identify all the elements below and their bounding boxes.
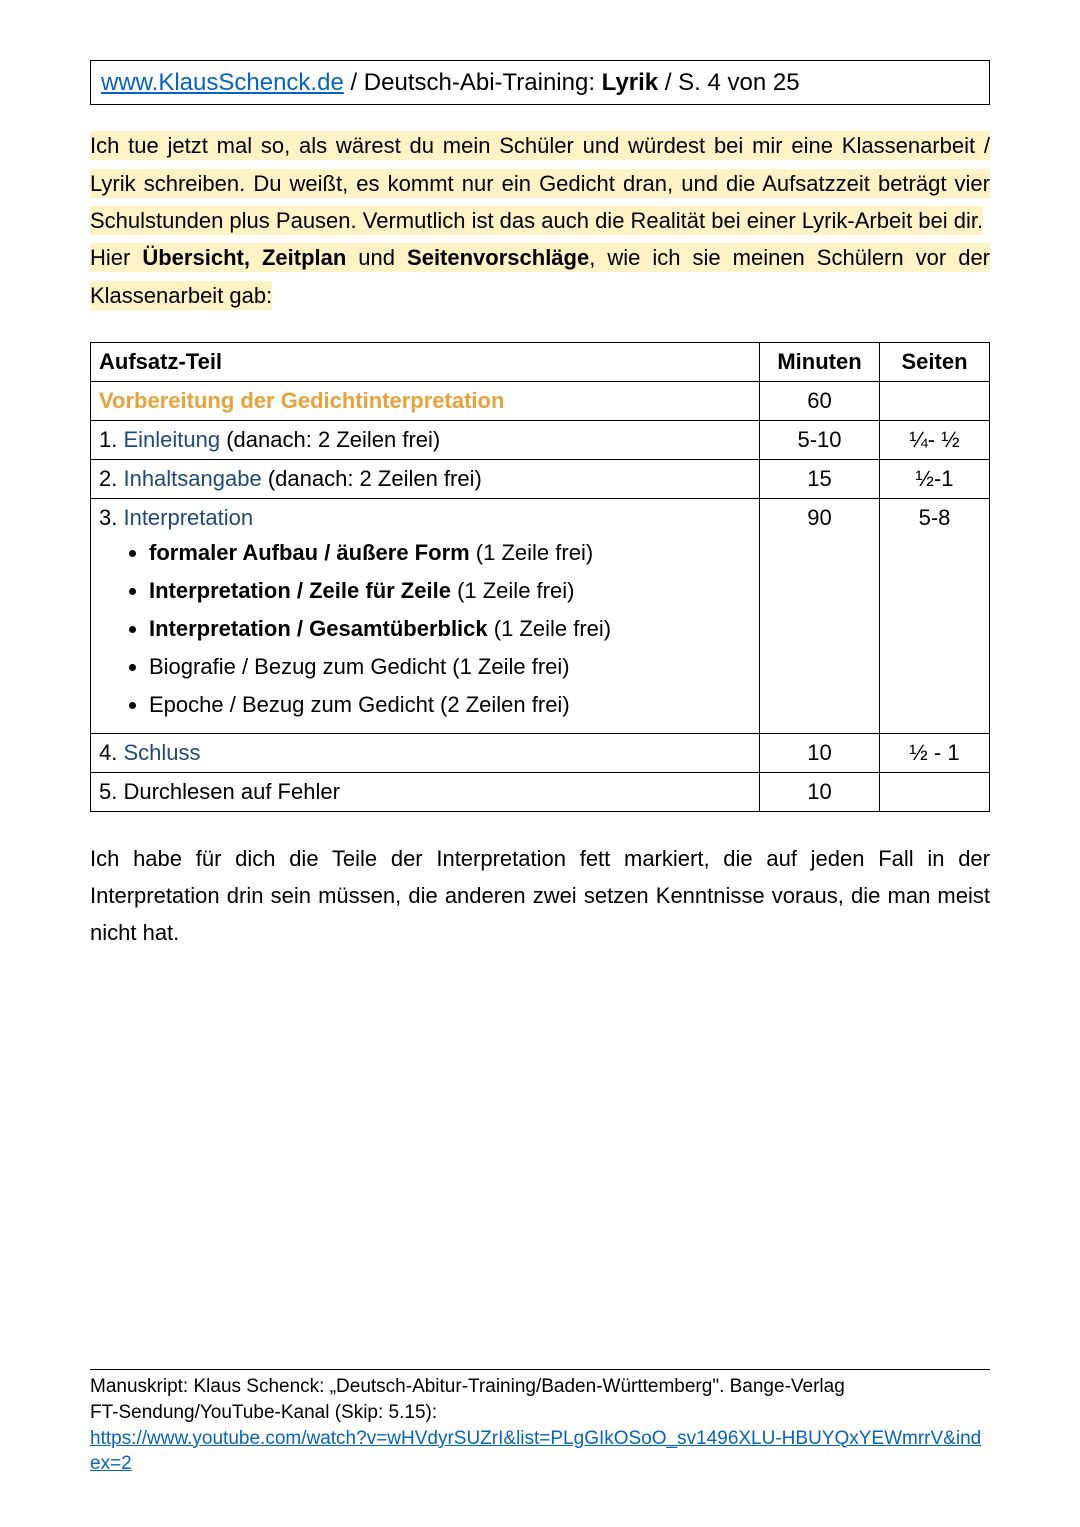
row2-pages: ½-1 (880, 460, 990, 499)
intro-mid: und (346, 245, 407, 270)
row5-pages (880, 772, 990, 811)
bullet-plain: Epoche / Bezug zum Gedicht (2 Zeilen fre… (149, 692, 570, 717)
row1-num: 1. (99, 427, 123, 452)
row1-pages: ¼- ½ (880, 421, 990, 460)
row4-num: 4. (99, 740, 123, 765)
row1-label: Einleitung (123, 427, 220, 452)
row3-min: 90 (760, 499, 880, 733)
list-item: Interpretation / Zeile für Zeile (1 Zeil… (149, 575, 751, 607)
bullet-plain: Biografie / Bezug zum Gedicht (1 Zeile f… (149, 654, 570, 679)
row4-label: Schluss (123, 740, 200, 765)
youtube-link[interactable]: https://www.youtube.com/watch?v=wHVdyrSU… (90, 1428, 981, 1475)
time-plan-table: Aufsatz-Teil Minuten Seiten Vorbereitung… (90, 342, 990, 811)
intro-bold-2: Seitenvorschläge (407, 245, 589, 270)
bullet-paren: (1 Zeile frei) (451, 578, 574, 603)
list-item: Epoche / Bezug zum Gedicht (2 Zeilen fre… (149, 689, 751, 721)
row1-min: 5-10 (760, 421, 880, 460)
table-row: 1. Einleitung (danach: 2 Zeilen frei) 5-… (91, 421, 990, 460)
list-item: Interpretation / Gesamtüberblick (1 Zeil… (149, 613, 751, 645)
after-table-paragraph: Ich habe für dich die Teile der Interpre… (90, 840, 990, 952)
table-row: 4. Schluss 10 ½ - 1 (91, 733, 990, 772)
row2-paren: (danach: 2 Zeilen frei) (262, 466, 482, 491)
row5-label: 5. Durchlesen auf Fehler (91, 772, 760, 811)
intro-paragraph: Ich tue jetzt mal so, als wärest du mein… (90, 127, 990, 314)
bullet-bold: Interpretation / Zeile für Zeile (149, 578, 451, 603)
row3-label: Interpretation (123, 505, 253, 530)
table-row: 2. Inhaltsangabe (danach: 2 Zeilen frei)… (91, 460, 990, 499)
row2-num: 2. (99, 466, 123, 491)
row1-paren: (danach: 2 Zeilen frei) (220, 427, 440, 452)
page-footer: Manuskript: Klaus Schenck: „Deutsch-Abit… (90, 1369, 990, 1477)
row2-label: Inhaltsangabe (123, 466, 261, 491)
header-text-1: / Deutsch-Abi-Training: (344, 69, 602, 96)
header-text-2: / S. 4 von 25 (658, 69, 799, 96)
intro-pre: Hier (90, 245, 142, 270)
intro-bold-1: Übersicht, Zeitplan (142, 245, 346, 270)
table-row: Vorbereitung der Gedichtinterpretation 6… (91, 382, 990, 421)
header-bold: Lyrik (602, 69, 658, 96)
prep-label: Vorbereitung der Gedichtinterpretation (99, 388, 504, 413)
interpretation-bullets: formaler Aufbau / äußere Form (1 Zeile f… (99, 537, 751, 720)
col-header-1: Aufsatz-Teil (91, 343, 760, 382)
row5-min: 10 (760, 772, 880, 811)
list-item: formaler Aufbau / äußere Form (1 Zeile f… (149, 537, 751, 569)
row3-pages: 5-8 (880, 499, 990, 733)
footer-line-1: Manuskript: Klaus Schenck: „Deutsch-Abit… (90, 1374, 990, 1400)
row4-min: 10 (760, 733, 880, 772)
prep-pages (880, 382, 990, 421)
bullet-bold: Interpretation / Gesamtüberblick (149, 616, 488, 641)
col-header-3: Seiten (880, 343, 990, 382)
table-header-row: Aufsatz-Teil Minuten Seiten (91, 343, 990, 382)
prep-min: 60 (760, 382, 880, 421)
row3-num: 3. (99, 505, 123, 530)
row2-min: 15 (760, 460, 880, 499)
list-item: Biografie / Bezug zum Gedicht (1 Zeile f… (149, 651, 751, 683)
bullet-bold: formaler Aufbau / äußere Form (149, 540, 470, 565)
table-row: 5. Durchlesen auf Fehler 10 (91, 772, 990, 811)
page-header: www.KlausSchenck.de / Deutsch-Abi-Traini… (90, 60, 990, 105)
site-link[interactable]: www.KlausSchenck.de (101, 69, 344, 96)
footer-line-2: FT-Sendung/YouTube-Kanal (Skip: 5.15): (90, 1400, 990, 1426)
intro-highlight-2: Hier Übersicht, Zeitplan und Seitenvorsc… (90, 243, 990, 309)
bullet-paren: (1 Zeile frei) (488, 616, 611, 641)
intro-highlight-1: Ich tue jetzt mal so, als wärest du mein… (90, 131, 990, 235)
table-row: 3. Interpretation formaler Aufbau / äuße… (91, 499, 990, 733)
bullet-paren: (1 Zeile frei) (470, 540, 593, 565)
row4-pages: ½ - 1 (880, 733, 990, 772)
col-header-2: Minuten (760, 343, 880, 382)
footer-divider (90, 1369, 990, 1370)
